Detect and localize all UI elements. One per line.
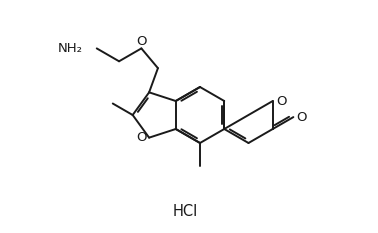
Text: NH₂: NH₂ — [58, 42, 83, 55]
Text: O: O — [136, 35, 147, 48]
Text: HCl: HCl — [172, 203, 198, 219]
Text: O: O — [276, 95, 287, 107]
Text: O: O — [296, 111, 307, 123]
Text: O: O — [136, 131, 146, 144]
